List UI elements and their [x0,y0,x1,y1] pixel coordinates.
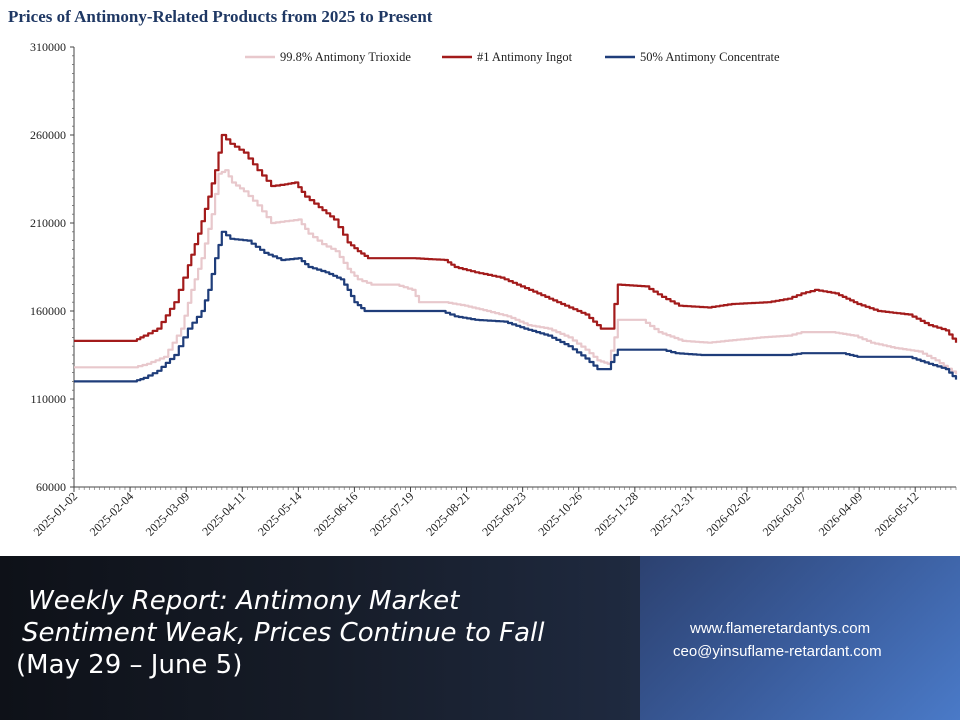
x-tick-label: 2025-12-31 [648,489,697,538]
y-tick-label: 260000 [30,128,66,142]
legend-label: 99.8% Antimony Trioxide [280,50,411,64]
headline-line-2: Sentiment Weak, Prices Continue to Fall [22,618,545,648]
legend-label: #1 Antimony Ingot [477,50,573,64]
y-tick-label: 110000 [30,392,66,406]
x-tick-label: 2025-08-21 [423,489,472,538]
x-tick-label: 2026-03-07 [760,489,809,538]
x-tick-label: 2025-05-14 [255,489,304,538]
x-tick-label: 2025-07-19 [367,489,416,538]
x-tick-label: 2026-04-09 [816,489,865,538]
chart-legend: 99.8% Antimony Trioxide #1 Antimony Ingot… [245,50,780,64]
legend-label: 50% Antimony Concentrate [640,50,780,64]
x-tick-label: 2025-11-28 [592,489,641,538]
website-link[interactable]: www.flameretardantys.com [690,620,871,637]
x-tick-label: 2025-02-04 [87,489,136,538]
series-line [74,133,958,343]
banner-right-panel: www.flameretardantys.com ceo@yinsuflame-… [640,556,960,720]
chart-area: Prices of Antimony-Related Products from… [8,7,958,539]
x-tick-label: 2025-03-09 [143,489,192,538]
y-tick-label: 210000 [30,216,66,230]
x-tick-label: 2026-02-02 [704,489,753,538]
x-tick-label: 2025-01-02 [31,489,80,538]
x-tick-label: 2025-06-16 [311,489,360,538]
series-line [74,230,958,383]
line-chart: Prices of Antimony-Related Products from… [8,7,958,539]
chart-lines [74,133,958,383]
headline-line-1: Weekly Report: Antimony Market [28,586,460,616]
email-link[interactable]: ceo@yinsuflame-retardant.com [673,643,882,660]
report-banner: Weekly Report: Antimony Market Sentiment… [0,556,960,720]
x-tick-label: 2025-09-23 [479,489,528,538]
x-tick-label: 2026-05-12 [872,489,921,538]
chart-title: Prices of Antimony-Related Products from… [8,7,433,26]
x-tick-label: 2025-04-11 [199,489,248,538]
x-tick-label: 2025-10-26 [535,489,584,538]
banner-left-panel: Weekly Report: Antimony Market Sentiment… [0,556,640,720]
y-tick-label: 60000 [36,480,66,494]
y-tick-label: 310000 [30,40,66,54]
headline-date-range: (May 29 – June 5) [16,650,243,680]
series-line [74,169,958,375]
y-tick-label: 160000 [30,304,66,318]
